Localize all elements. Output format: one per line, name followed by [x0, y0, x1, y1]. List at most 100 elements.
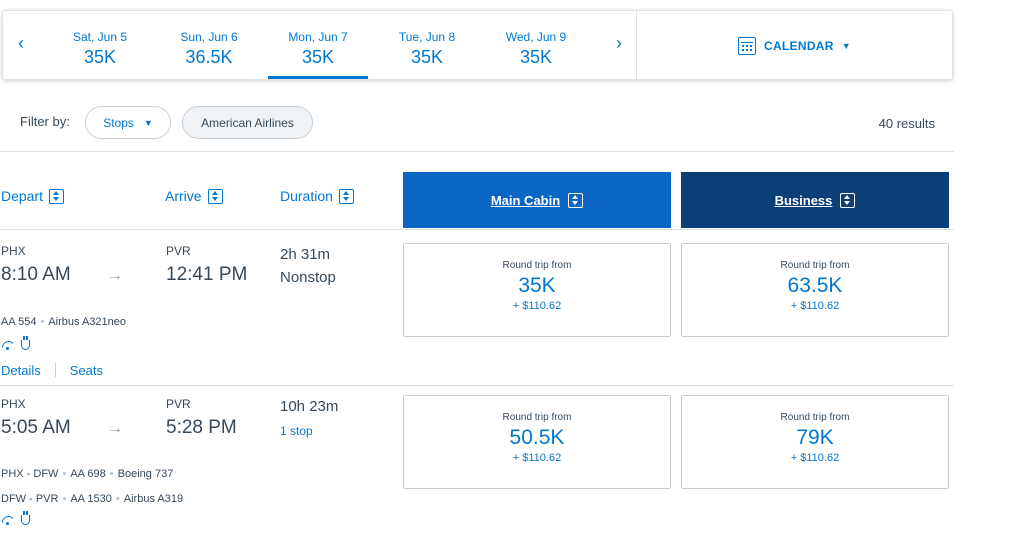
- duration-header-label: Duration: [280, 188, 333, 204]
- depart-time: 5:05 AM: [1, 417, 71, 438]
- main-cabin-fare-button[interactable]: Round trip from 50.5K + $110.62: [403, 395, 671, 489]
- power-icon: [21, 511, 30, 525]
- separator-dot: •: [62, 468, 67, 480]
- fare-taxes: + $110.62: [790, 452, 840, 464]
- fare-taxes: + $110.62: [790, 300, 840, 312]
- caret-down-icon: ▼: [841, 41, 851, 51]
- date-tab-jun-8[interactable]: Tue, Jun 8 35K: [377, 11, 477, 79]
- date-bar-divider: [636, 11, 637, 79]
- arrive-airport: PVR: [166, 397, 191, 411]
- results-count: 40 results: [878, 116, 935, 131]
- flight-number: AA 554: [1, 316, 37, 328]
- fare-taxes: + $110.62: [512, 452, 562, 464]
- caret-down-icon: ▼: [143, 117, 153, 128]
- depart-header-label: Depart: [1, 188, 44, 204]
- date-tab-jun-9[interactable]: Wed, Jun 9 35K: [486, 11, 586, 79]
- flight-duration: 2h 31m: [280, 246, 331, 263]
- date-tab-label: Sun, Jun 6: [180, 30, 238, 44]
- sort-icon: [207, 188, 223, 204]
- date-tab-label: Sat, Jun 5: [72, 30, 128, 44]
- arrow-right-icon: →: [107, 420, 123, 437]
- separator-dot: •: [109, 468, 114, 480]
- sort-icon: [49, 188, 65, 204]
- fare-points: 79K: [796, 426, 834, 449]
- calendar-button[interactable]: CALENDAR ▼: [738, 37, 851, 55]
- arrive-time: 12:41 PM: [166, 264, 248, 285]
- business-header-label: Business: [774, 192, 833, 208]
- aircraft-type: Boeing 737: [117, 468, 174, 480]
- calendar-icon: [738, 37, 756, 55]
- airline-filter-label: American Airlines: [201, 115, 294, 130]
- amenities: [2, 511, 30, 525]
- sort-icon: [568, 192, 584, 208]
- flight-segment: AA 554 • Airbus A321neo: [1, 316, 126, 328]
- fare-points: 63.5K: [787, 274, 843, 297]
- segment-route: DFW - PVR: [1, 493, 59, 505]
- fare-points: 50.5K: [509, 426, 565, 449]
- sort-by-main-cabin[interactable]: Main Cabin: [403, 172, 671, 228]
- airline-filter-chip[interactable]: American Airlines: [182, 106, 313, 139]
- business-fare-button[interactable]: Round trip from 79K + $110.62: [681, 395, 949, 489]
- next-dates-button[interactable]: ›: [616, 33, 622, 53]
- date-tab-price: 35K: [519, 47, 553, 67]
- filter-bar: Filter by: Stops ▼ American Airlines 40 …: [0, 92, 954, 152]
- flight-number: AA 1530: [70, 493, 112, 505]
- main-cabin-fare-button[interactable]: Round trip from 35K + $110.62: [403, 243, 671, 337]
- depart-time: 8:10 AM: [1, 264, 71, 285]
- separator-dot: •: [62, 493, 67, 505]
- business-fare-button[interactable]: Round trip from 63.5K + $110.62: [681, 243, 949, 337]
- wifi-icon: [2, 341, 13, 350]
- date-tab-jun-7[interactable]: Mon, Jun 7 35K: [268, 11, 368, 79]
- date-tab-jun-5[interactable]: Sat, Jun 5 35K: [50, 11, 150, 79]
- results-panel: ‹ Sat, Jun 5 35K Sun, Jun 6 36.5K Mon, J…: [0, 0, 954, 538]
- flight-links: Details Seats: [1, 363, 103, 378]
- arrow-right-icon: →: [107, 267, 123, 284]
- date-tab-price: 35K: [83, 47, 117, 67]
- fare-taxes: + $110.62: [512, 300, 562, 312]
- separator-dot: •: [40, 316, 45, 328]
- arrive-time: 5:28 PM: [166, 417, 237, 438]
- sort-icon: [840, 192, 856, 208]
- fare-points: 35K: [518, 274, 556, 297]
- fare-label: Round trip from: [502, 260, 572, 271]
- stops-info: Nonstop: [280, 269, 336, 286]
- depart-airport: PHX: [1, 397, 26, 411]
- stops-filter-dropdown[interactable]: Stops ▼: [85, 106, 171, 139]
- date-tab-price: 35K: [410, 47, 444, 67]
- aircraft-type: Airbus A321neo: [48, 316, 127, 328]
- sort-by-arrive[interactable]: Arrive: [165, 188, 223, 204]
- divider: [0, 385, 954, 386]
- flight-segment: DFW - PVR • AA 1530 • Airbus A319: [1, 493, 183, 505]
- date-tab-jun-6[interactable]: Sun, Jun 6 36.5K: [159, 11, 259, 79]
- power-icon: [21, 336, 30, 350]
- amenities: [2, 336, 30, 350]
- stops-info-link[interactable]: 1 stop: [280, 424, 313, 438]
- sort-by-business[interactable]: Business: [681, 172, 949, 228]
- wifi-icon: [2, 516, 13, 525]
- stops-filter-label: Stops: [103, 115, 134, 130]
- details-link[interactable]: Details: [1, 363, 41, 378]
- divider: [0, 229, 954, 230]
- flight-number: AA 698: [70, 468, 106, 480]
- fare-label: Round trip from: [502, 412, 572, 423]
- segment-route: PHX - DFW: [1, 468, 59, 480]
- sort-by-depart[interactable]: Depart: [1, 188, 65, 204]
- date-tab-price: 35K: [301, 47, 335, 67]
- arrive-header-label: Arrive: [165, 188, 202, 204]
- date-tab-price: 36.5K: [185, 47, 233, 67]
- date-selector: ‹ Sat, Jun 5 35K Sun, Jun 6 36.5K Mon, J…: [2, 10, 953, 80]
- filter-label: Filter by:: [20, 114, 70, 129]
- depart-airport: PHX: [1, 244, 26, 258]
- sort-by-duration[interactable]: Duration: [280, 188, 354, 204]
- fare-label: Round trip from: [780, 260, 850, 271]
- separator-dot: •: [115, 493, 120, 505]
- seats-link[interactable]: Seats: [69, 363, 103, 378]
- flight-segment: PHX - DFW • AA 698 • Boeing 737: [1, 468, 173, 480]
- flight-duration: 10h 23m: [280, 398, 339, 415]
- date-tab-label: Mon, Jun 7: [288, 30, 348, 44]
- date-tab-label: Tue, Jun 8: [398, 30, 456, 44]
- previous-dates-button[interactable]: ‹: [18, 33, 24, 53]
- date-tab-label: Wed, Jun 9: [505, 30, 567, 44]
- fare-label: Round trip from: [780, 412, 850, 423]
- link-separator: [54, 363, 56, 377]
